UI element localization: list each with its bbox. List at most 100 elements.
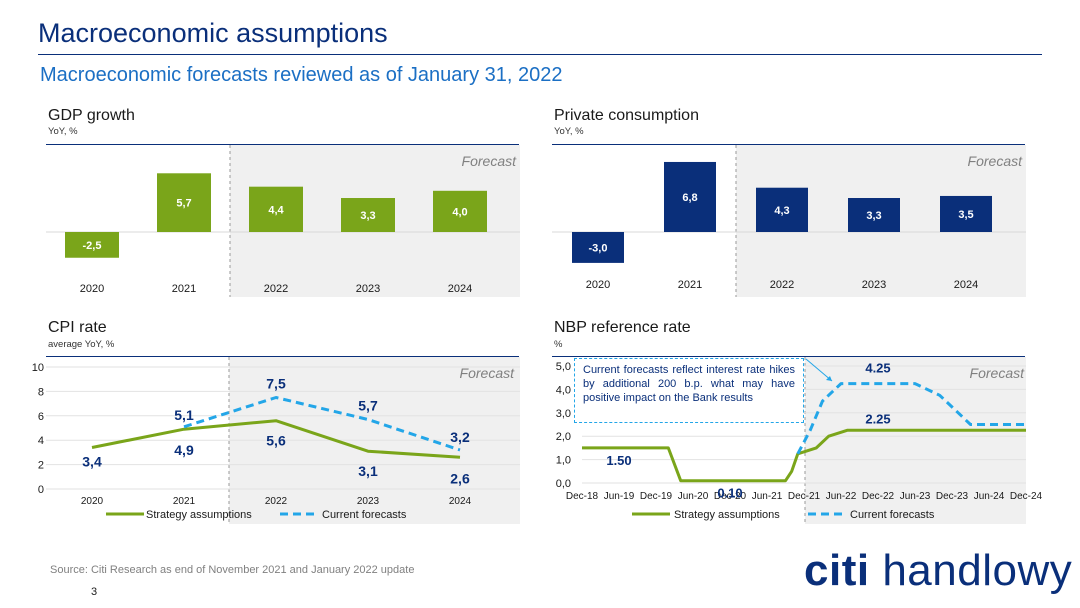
consumption-bar [940, 195, 992, 232]
gdp-bar [157, 173, 211, 232]
nbp-x-tick: Jun-21 [752, 491, 783, 502]
gdp-rule [46, 144, 519, 145]
consumption-data-label: 3,3 [866, 210, 881, 222]
logo-text-handlowy: handlowy [882, 546, 1073, 595]
cpi-data-label: 4,9 [174, 442, 194, 458]
gdp-bar [65, 232, 119, 258]
nbp-legend-current: Current forecasts [850, 509, 935, 521]
nbp-x-tick: Dec-24 [1010, 491, 1043, 502]
nbp-x-tick: Dec-20 [714, 491, 747, 502]
cpi-data-label: 3,4 [82, 454, 102, 470]
nbp-x-tick: Jun-19 [604, 491, 635, 502]
nbp-x-tick: Dec-18 [566, 491, 599, 502]
cpi-x-tick: 2023 [357, 496, 380, 507]
nbp-x-tick: Jun-24 [974, 491, 1005, 502]
nbp-x-tick: Jun-20 [678, 491, 709, 502]
consumption-category-label: 2023 [862, 279, 886, 291]
gdp-forecast-label: Forecast [462, 153, 518, 169]
consumption-category-label: 2024 [954, 279, 978, 291]
nbp-x-tick: Dec-23 [936, 491, 969, 502]
consumption-category-label: 2022 [770, 279, 794, 291]
gdp-category-label: 2021 [172, 283, 196, 295]
nbp-y-tick: 3,0 [556, 408, 571, 420]
nbp-annotation-box: Current forecasts reflect interest rate … [574, 358, 804, 423]
consumption-bar [848, 198, 900, 232]
gdp-bar [249, 186, 303, 232]
gdp-category-label: 2024 [448, 283, 472, 295]
nbp-annotation-arrow [805, 358, 833, 382]
cpi-y-tick: 2 [38, 460, 44, 472]
gdp-bar [341, 198, 395, 232]
cpi-x-tick: 2022 [265, 496, 288, 507]
consumption-category-label: 2021 [678, 279, 702, 291]
cpi-legend-strategy: Strategy assumptions [146, 509, 252, 521]
cpi-data-label: 2,6 [450, 470, 470, 486]
nbp-data-label: 1.50 [606, 453, 631, 468]
cpi-x-tick: 2021 [173, 496, 196, 507]
gdp-category-label: 2022 [264, 283, 288, 295]
gdp-bar [433, 190, 487, 232]
nbp-forecast-label: Forecast [970, 365, 1026, 381]
nbp-y-tick: 5,0 [556, 361, 571, 373]
nbp-data-label: 4.25 [865, 361, 890, 376]
nbp-x-tick: Dec-21 [788, 491, 821, 502]
page-title: Macroeconomic assumptions [38, 18, 388, 48]
consumption-chart: Forecast -3,0 2020 6,8 2021 4,3 2022 3,3 2023 3,5… [552, 145, 1026, 297]
cpi-forecast-label: Forecast [460, 365, 516, 381]
page-number: 3 [91, 586, 98, 598]
cpi-data-label: 5,7 [358, 397, 378, 413]
nbp-current-line [796, 382, 1026, 455]
nbp-x-tick: Jun-23 [900, 491, 931, 502]
logo-text-citi: citi [804, 546, 870, 595]
cpi-y-tick: 6 [38, 411, 44, 423]
nbp-annotation-text: Current forecasts reflect interest rate … [574, 358, 804, 423]
nbp-y-tick: 1,0 [556, 455, 571, 467]
consumption-data-label: 3,5 [958, 209, 973, 221]
nbp-strategy-line [582, 428, 1026, 483]
page-subtitle: Macroeconomic forecasts reviewed as of J… [40, 64, 563, 86]
gdp-category-label: 2023 [356, 283, 380, 295]
cpi-data-label: 5,1 [174, 407, 194, 423]
cpi-y-tick: 4 [38, 435, 44, 447]
source-note: Source: Citi Research as end of November… [50, 564, 415, 576]
cpi-y-tick: 10 [32, 362, 44, 374]
cpi-chart: Forecast 0 2 4 6 8 10 2020 2021 2022 2023 2024 3,4 4,… [32, 357, 520, 524]
consumption-data-label: -3,0 [589, 242, 608, 254]
nbp-chart: Forecast 0,0 1,0 2,0 3,0 4,0 5,0 Dec-18 Jun-19 De… [556, 357, 1043, 524]
gdp-data-label: 4,4 [268, 204, 284, 216]
cpi-y-tick: 0 [38, 484, 44, 496]
gdp-data-label: 5,7 [176, 198, 191, 210]
gdp-data-label: 3,3 [360, 210, 375, 222]
nbp-x-tick: Dec-22 [862, 491, 895, 502]
consumption-bar [756, 187, 808, 232]
cpi-data-label: 3,1 [358, 463, 378, 479]
nbp-legend-strategy: Strategy assumptions [674, 509, 780, 521]
nbp-title: NBP reference rate [554, 319, 691, 336]
consumption-bar [572, 232, 624, 263]
gdp-category-label: 2020 [80, 283, 104, 295]
cpi-y-tick: 8 [38, 386, 44, 398]
title-divider [38, 54, 1042, 55]
gdp-title: GDP growth [48, 107, 135, 124]
consumption-data-label: 6,8 [682, 192, 697, 204]
nbp-y-tick: 4,0 [556, 384, 571, 396]
cpi-x-tick: 2020 [81, 496, 104, 507]
gdp-data-label: -2,5 [83, 240, 102, 252]
consumption-rule [552, 144, 1025, 145]
cpi-data-label: 3,2 [450, 429, 470, 445]
cpi-legend-current: Current forecasts [322, 509, 407, 521]
cpi-data-label: 7,5 [266, 376, 286, 392]
nbp-data-label: 0.10 [717, 486, 742, 501]
gdp-chart: Forecast -2,5 2020 5,7 2021 4,4 2022 3,3 2023 4,0… [46, 145, 520, 297]
cpi-x-tick: 2024 [449, 496, 472, 507]
gdp-unit: YoY, % [48, 126, 78, 137]
consumption-data-label: 4,3 [774, 205, 789, 217]
cpi-rule [46, 356, 519, 357]
cpi-unit: average YoY, % [48, 339, 115, 350]
nbp-x-tick: Jun-22 [826, 491, 857, 502]
nbp-y-tick: 0,0 [556, 478, 571, 490]
nbp-x-tick: Dec-19 [640, 491, 673, 502]
citi-handlowy-logo: citi handlowy [804, 546, 1072, 602]
cpi-current-line [183, 396, 461, 452]
cpi-data-label: 5,6 [266, 433, 286, 449]
